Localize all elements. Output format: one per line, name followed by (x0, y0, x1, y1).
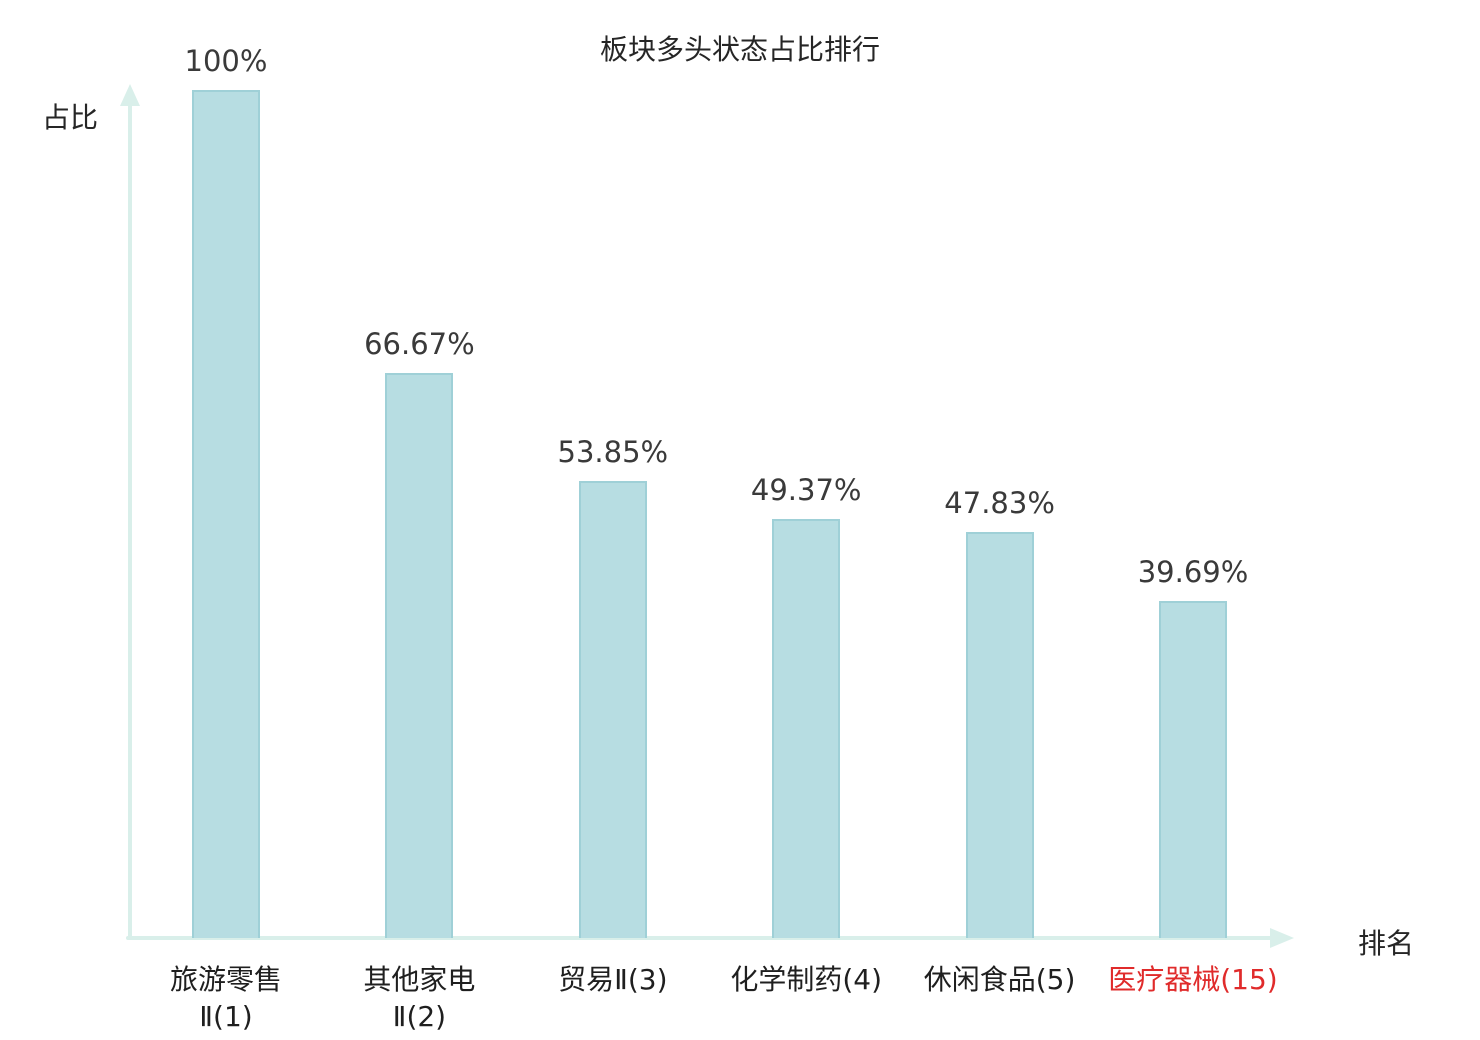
bar-category-label-6: 医疗器械(15) (1108, 963, 1278, 996)
bar-3 (578, 481, 647, 938)
bar-5 (965, 532, 1034, 938)
x-axis-label: 排名 (1358, 927, 1415, 960)
bar-value-label-5: 47.83% (944, 486, 1055, 521)
bar-value-label-6: 39.69% (1137, 555, 1249, 590)
bar-1 (192, 90, 260, 938)
bar-2 (385, 372, 454, 938)
bar-category-label-5: 休闲食品(5) (923, 963, 1076, 996)
y-axis-label: 占比 (42, 101, 99, 134)
bar-value-label-2: 66.67% (364, 326, 475, 361)
bar-6 (1159, 601, 1227, 938)
bar-category-label-1: 旅游零售 Ⅱ(1) (169, 963, 282, 1033)
bar-4 (772, 519, 841, 938)
bar-category-label-2: 其他家电 Ⅱ(2) (363, 963, 476, 1033)
y-axis-arrow-icon (120, 84, 140, 106)
bar-value-label-1: 100% (184, 44, 268, 78)
bar-value-label-3: 53.85% (557, 435, 669, 470)
chart-title: 板块多头状态占比排行 (599, 33, 880, 66)
bar-category-label-3: 贸易Ⅱ(3) (558, 963, 668, 996)
bar-category-label-4: 化学制药(4) (730, 963, 883, 996)
x-axis-arrow-icon (1270, 928, 1294, 948)
bar-value-label-4: 49.37% (750, 473, 862, 508)
